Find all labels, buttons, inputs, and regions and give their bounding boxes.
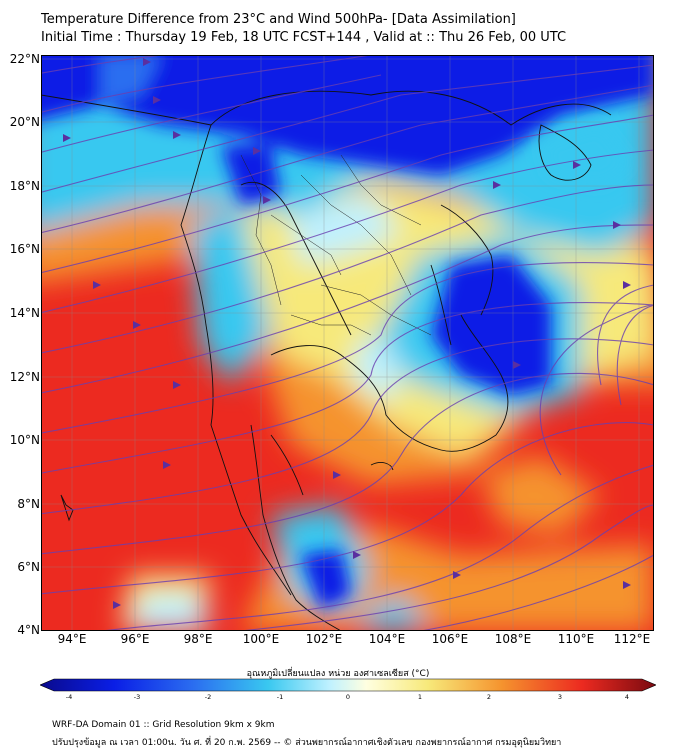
country-borders [240,154,432,336]
lon-label-106e: 106°E [431,632,469,646]
lat-label-6n: 6°N [17,560,40,574]
colorbar-tick-4: 4 [624,693,630,701]
temperature-wind-map [41,55,654,631]
colorbar [40,678,656,692]
map-title: Temperature Difference from 23°C and Win… [41,12,516,27]
lon-label-94e: 94°E [57,632,87,646]
coastline [41,90,612,631]
lat-label-12n: 12°N [9,370,40,384]
lon-label-96e: 96°E [120,632,150,646]
lon-label-104e: 104°E [368,632,406,646]
colorbar-tick-3: 3 [557,693,563,701]
colorbar-tick-1: 1 [417,693,423,701]
colorbar-tick-neg2: -2 [204,693,212,701]
lat-label-10n: 10°N [9,433,40,447]
colorbar-tick-0: 0 [345,693,351,701]
lat-label-22n: 22°N [9,52,40,66]
lat-label-4n: 4°N [17,623,40,637]
lat-label-8n: 8°N [17,497,40,511]
wind-streamlines [41,55,654,631]
map-subtitle: Initial Time : Thursday 19 Feb, 18 UTC F… [41,30,567,45]
lat-label-16n: 16°N [9,242,40,256]
lon-label-98e: 98°E [183,632,213,646]
lat-label-14n: 14°N [9,306,40,320]
lon-label-112e: 112°E [613,632,651,646]
lon-label-108e: 108°E [494,632,532,646]
colorbar-tick-neg1: -1 [276,693,284,701]
map-frame [41,55,654,631]
temperature-field [41,55,654,631]
lat-label-18n: 18°N [9,179,40,193]
colorbar-tick-neg3: -3 [133,693,141,701]
lon-label-102e: 102°E [305,632,343,646]
colorbar-tick-2: 2 [486,693,492,701]
wind-arrowheads [63,58,631,609]
lon-label-100e: 100°E [242,632,280,646]
footer-grid-info: WRF-DA Domain 01 :: Grid Resolution 9km … [52,720,275,730]
colorbar-tick-neg4: -4 [65,693,73,701]
lat-label-20n: 20°N [9,115,40,129]
colorbar-title: อุณหภูมิเปลี่ยนแปลง หน่วย องศาเซลเซียส (… [246,669,430,679]
lon-label-110e: 110°E [557,632,595,646]
footer-credit: ปรับปรุงข้อมูล ณ เวลา 01:00น. วัน ศ. ที่… [52,738,562,748]
